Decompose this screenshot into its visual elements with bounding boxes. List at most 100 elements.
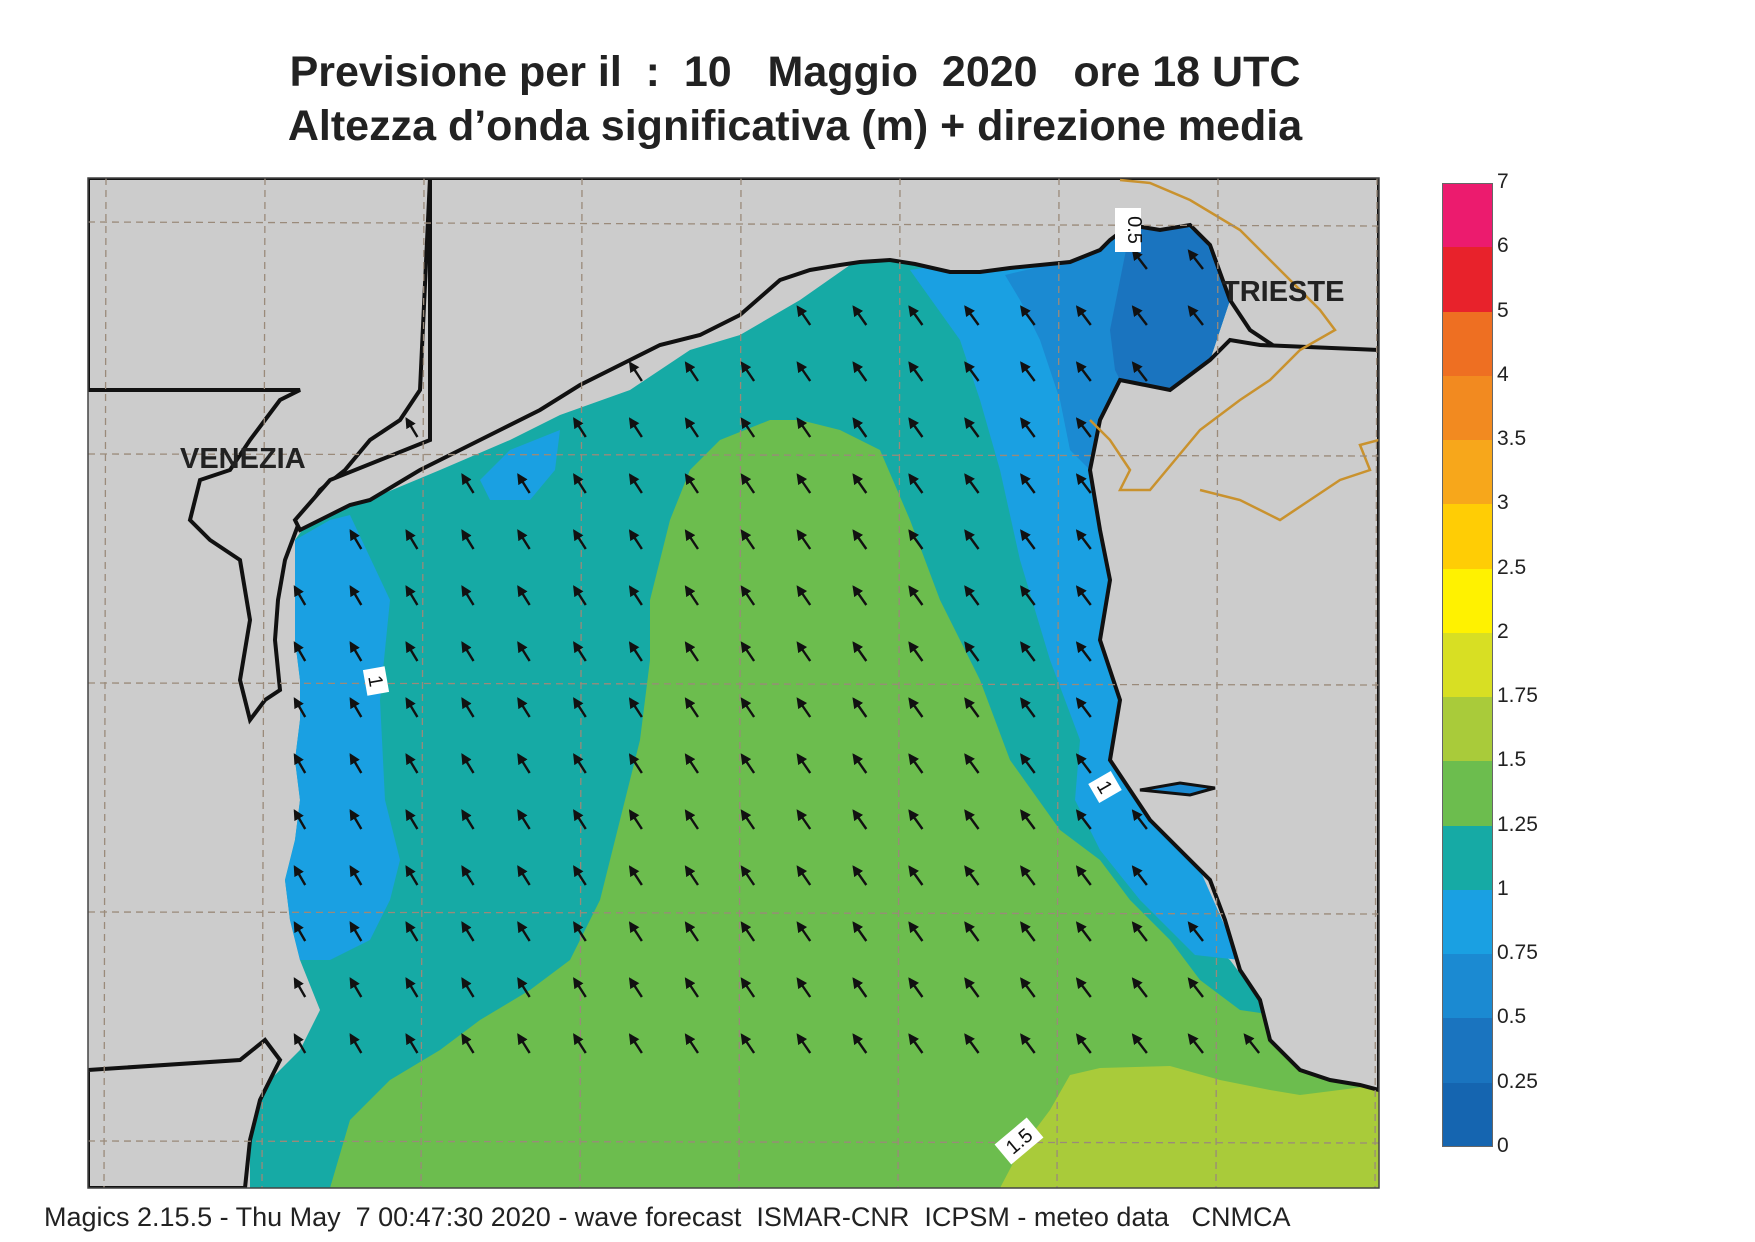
- wave-direction-arrow: [1075, 641, 1092, 662]
- wave-direction-arrow: [628, 921, 643, 942]
- wave-direction-arrow: [628, 473, 643, 494]
- wave-direction-arrow: [461, 753, 475, 774]
- wave-direction-arrow: [852, 585, 868, 606]
- city-label-venezia: VENEZIA: [180, 443, 306, 475]
- sea-band-0.75-1-west: [285, 515, 400, 960]
- colorbar-tick-label: 4: [1497, 362, 1509, 386]
- wave-direction-arrow: [461, 977, 475, 998]
- wave-direction-arrow: [796, 753, 812, 774]
- wave-direction-arrow: [1020, 585, 1036, 606]
- wave-direction-arrow: [517, 529, 531, 550]
- wave-direction-arrow: [684, 1033, 699, 1054]
- north-coast-land: [292, 178, 1379, 533]
- wave-direction-arrow: [349, 865, 363, 886]
- colorbar-tick-label: 1.75: [1497, 684, 1538, 708]
- wave-direction-arrow: [964, 697, 980, 718]
- colorbar-tick-label: 0.75: [1497, 941, 1538, 965]
- wave-direction-arrow: [1020, 473, 1036, 494]
- wave-direction-arrow: [405, 1033, 419, 1054]
- wave-direction-arrow: [1020, 809, 1036, 830]
- wave-direction-arrow: [517, 585, 531, 606]
- wave-direction-arrow: [852, 529, 868, 550]
- wave-direction-arrow: [852, 305, 868, 326]
- colorbar-segment: [1442, 440, 1493, 505]
- colorbar-tick-label: 1.25: [1497, 812, 1538, 836]
- wave-direction-arrow: [405, 697, 419, 718]
- wave-direction-arrow: [517, 865, 531, 886]
- wave-direction-arrow: [1075, 417, 1092, 438]
- graticule: [88, 178, 1379, 1188]
- wave-direction-arrow: [964, 473, 980, 494]
- wave-direction-arrow: [405, 529, 419, 550]
- wave-direction-arrow: [573, 865, 587, 886]
- wave-direction-arrow: [628, 361, 643, 382]
- wave-direction-arrow: [964, 529, 980, 550]
- wave-direction-arrow: [405, 641, 419, 662]
- colorbar-tick-label: 3: [1497, 491, 1509, 515]
- wave-direction-arrow: [1020, 641, 1036, 662]
- wave-direction-arrow: [852, 753, 868, 774]
- wave-direction-arrow: [684, 361, 699, 382]
- wave-direction-arrow: [1131, 977, 1148, 998]
- wave-direction-arrow: [964, 417, 980, 438]
- wave-direction-arrow: [1075, 753, 1092, 774]
- lagoon-land: [88, 178, 433, 725]
- wave-direction-arrow: [1020, 305, 1036, 326]
- wave-direction-arrow: [684, 585, 699, 606]
- colorbar-segment: [1442, 889, 1493, 955]
- wave-direction-arrow: [293, 865, 307, 886]
- wave-direction-arrow: [349, 809, 363, 830]
- colorbar-segment: [1442, 568, 1493, 634]
- footer-credits: Magics 2.15.5 - Thu May 7 00:47:30 2020 …: [44, 1202, 1291, 1232]
- wave-direction-arrow: [461, 697, 475, 718]
- wave-direction-arrow: [1187, 921, 1204, 942]
- wave-direction-arrow: [684, 473, 699, 494]
- wave-direction-arrow: [740, 585, 756, 606]
- wave-direction-arrow: [349, 697, 363, 718]
- colorbar-frame: [1442, 183, 1493, 1147]
- colorbar-segment: [1442, 954, 1493, 1019]
- map-subtitle: Altezza d’onda significativa (m) + direz…: [287, 102, 1303, 150]
- wave-direction-arrow: [293, 641, 307, 662]
- wave-direction-arrow: [517, 697, 531, 718]
- wave-direction-arrow: [1020, 977, 1036, 998]
- wave-direction-arrow: [852, 809, 868, 830]
- wave-direction-arrow: [573, 417, 587, 438]
- wave-direction-arrow: [1075, 921, 1092, 942]
- colorbar-segment: [1442, 697, 1493, 762]
- wave-direction-arrow: [293, 809, 307, 830]
- wave-direction-arrow: [573, 585, 587, 606]
- wave-direction-arrow: [628, 585, 643, 606]
- wave-direction-arrow: [461, 641, 475, 662]
- wave-direction-arrow: [908, 361, 924, 382]
- wave-direction-arrow: [908, 473, 924, 494]
- wave-direction-arrow: [964, 753, 980, 774]
- colorbar-tick-label: 0.5: [1497, 1005, 1527, 1029]
- wave-direction-arrow: [517, 473, 531, 494]
- wave-direction-arrow: [796, 697, 812, 718]
- wave-direction-arrow: [740, 641, 756, 662]
- colorbar-tick-label: 0.25: [1497, 1069, 1538, 1093]
- wave-direction-arrow: [1075, 809, 1092, 830]
- city-label-trieste: TRIESTE: [1222, 276, 1344, 308]
- wave-direction-arrow: [293, 1033, 307, 1054]
- wave-direction-arrow: [517, 809, 531, 830]
- wave-direction-arrow: [349, 977, 363, 998]
- wave-direction-arrow: [573, 977, 587, 998]
- wave-direction-arrow: [1131, 809, 1148, 830]
- wave-direction-arrow: [517, 1033, 531, 1054]
- wave-direction-arrow: [1243, 1033, 1261, 1054]
- colorbar-tick-label: 2: [1497, 619, 1509, 643]
- wave-direction-arrow: [1187, 249, 1204, 270]
- wave-direction-arrow: [684, 977, 699, 998]
- sea-band-0.75-1-venezia: [480, 430, 560, 500]
- wave-direction-arrow: [684, 865, 699, 886]
- colorbar-tick-label: 3.5: [1497, 427, 1527, 451]
- wave-direction-arrow: [573, 473, 587, 494]
- wave-direction-arrow: [461, 473, 475, 494]
- wave-direction-arrow: [684, 697, 699, 718]
- south-west-land: [88, 1037, 283, 1188]
- wave-direction-arrow: [1075, 305, 1092, 326]
- wave-direction-arrow: [1020, 417, 1036, 438]
- wave-direction-arrow: [573, 753, 587, 774]
